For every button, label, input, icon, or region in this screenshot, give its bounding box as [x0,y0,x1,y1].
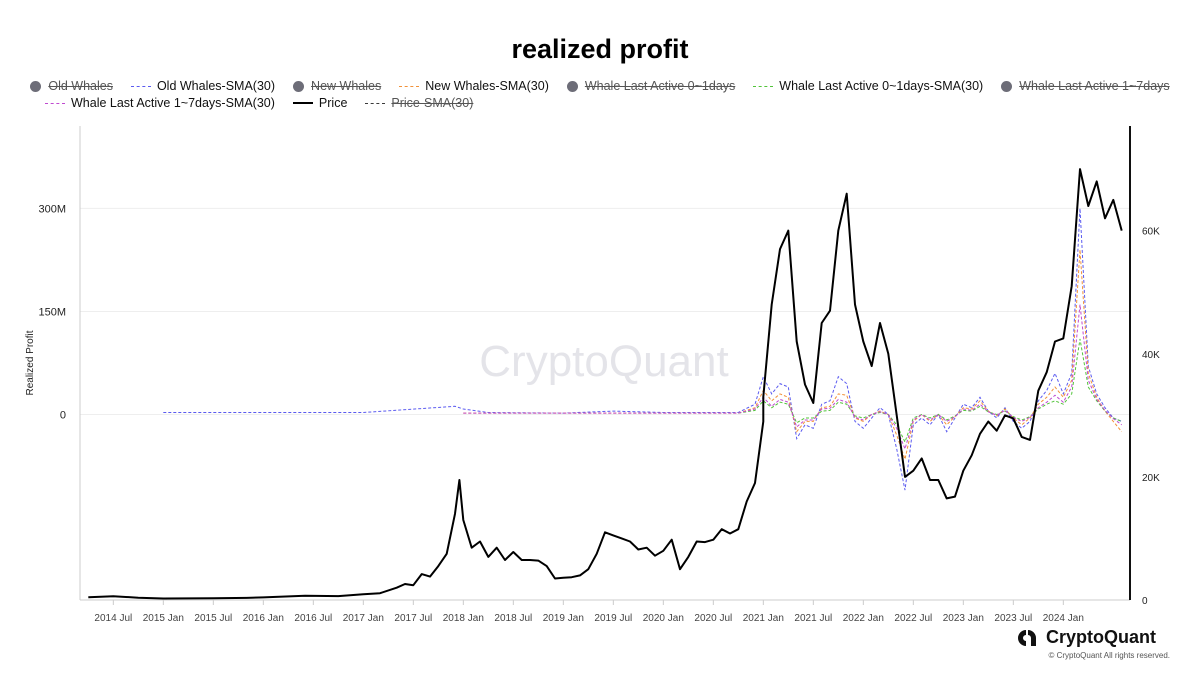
x-tick-label: 2015 Jan [143,613,184,624]
legend-label: Old Whales [48,79,113,93]
legend-row-2: Whale Last Active 1~7days-SMA(30) Price Pr… [0,96,1200,110]
y-axis-label: Realized Profit [25,330,36,395]
x-tick-label: 2020 Jul [694,613,732,624]
series-line [463,304,1122,451]
legend-item[interactable]: New Whales-SMA(30) [399,79,549,93]
price-line [88,168,1123,600]
legend-marker [292,102,313,104]
x-tick-label: 2018 Jan [443,613,484,624]
y-right-tick-label: 20K [1142,473,1160,484]
watermark: CryptoQuant [479,337,728,386]
legend-item[interactable]: Whale Last Active 0~1days [566,79,736,93]
y-left-tick-label: 150M [38,306,66,318]
x-tick-label: 2017 Jul [394,613,432,624]
legend-row-1: Old Whales Old Whales-SMA(30) New Whales Ne… [0,79,1200,93]
legend-label: Price [318,96,348,110]
x-tick-label: 2021 Jan [743,613,784,624]
x-tick-label: 2014 Jul [94,613,132,624]
x-tick-label: 2022 Jan [843,613,884,624]
x-tick-label: 2016 Jan [243,613,284,624]
x-tick-label: 2018 Jul [494,613,532,624]
y-right-tick-label: 40K [1142,350,1160,361]
y-left-tick-label: 300M [38,203,66,215]
y-left-tick-label: 0 [60,410,66,422]
x-tick-label: 2023 Jan [943,613,984,624]
copyright-text: © CryptoQuant All rights reserved. [1048,651,1171,660]
x-tick-label: 2016 Jul [294,613,332,624]
legend-label: New Whales-SMA(30) [425,79,549,93]
y-right-tick-label: 0 [1142,596,1148,607]
legend-item[interactable]: Price [292,96,348,110]
legend-marker [45,102,65,104]
x-tick-label: 2020 Jan [643,613,684,624]
y-right-tick-label: 60K [1142,227,1160,238]
x-tick-label: 2021 Jul [794,613,832,624]
legend-item[interactable]: Whale Last Active 0~1days-SMA(30) [753,79,983,93]
x-tick-label: 2015 Jul [194,613,232,624]
legend-marker [566,80,578,92]
chart-title: realized profit [511,34,689,64]
legend-item[interactable]: Whale Last Active 1~7days-SMA(30) [45,96,275,110]
legend-label: Whale Last Active 0~1days-SMA(30) [779,79,984,93]
legend-item[interactable]: New Whales [293,79,381,93]
legend-marker [753,85,774,87]
legend-item[interactable]: Whale Last Active 1~7days [1001,79,1170,93]
legend-item[interactable]: Price-SMA(30) [365,96,473,110]
legend-label: Whale Last Active 1~7days [1019,79,1170,93]
cryptoquant-logo-icon [1018,629,1036,646]
legend-label: New Whales [311,79,382,93]
x-tick-label: 2019 Jul [594,613,632,624]
series-line [738,338,1122,444]
legend-marker [399,85,420,87]
legend-marker [130,85,151,87]
legend-label: Price-SMA(30) [391,96,474,110]
legend-marker [1001,80,1013,92]
legend-marker [293,80,305,92]
legend-label: Old Whales-SMA(30) [156,79,276,93]
legend-item[interactable]: Old Whales-SMA(30) [130,79,276,93]
series-line [163,208,1122,491]
brand-name: CryptoQuant [1046,627,1156,647]
x-tick-label: 2024 Jan [1043,613,1084,624]
legend-item[interactable]: Old Whales [30,79,113,93]
legend-marker [365,102,386,104]
x-tick-label: 2017 Jan [343,613,384,624]
brand-logo: CryptoQuant [1014,627,1156,648]
x-tick-label: 2023 Jul [994,613,1032,624]
legend-label: Whale Last Active 0~1days [584,79,736,93]
legend-marker [30,80,42,92]
x-tick-label: 2019 Jan [543,613,584,624]
legend-label: Whale Last Active 1~7days-SMA(30) [71,96,275,110]
x-tick-label: 2022 Jul [894,613,932,624]
